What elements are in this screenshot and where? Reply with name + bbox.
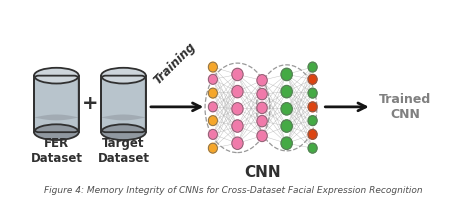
Circle shape: [308, 88, 317, 98]
Circle shape: [308, 74, 317, 84]
Ellipse shape: [101, 124, 146, 140]
Circle shape: [281, 120, 292, 132]
Circle shape: [281, 86, 292, 98]
Text: Training: Training: [151, 40, 199, 87]
Text: Trained
CNN: Trained CNN: [379, 93, 431, 121]
Circle shape: [208, 88, 217, 98]
Text: CNN: CNN: [244, 165, 281, 180]
Circle shape: [208, 143, 217, 153]
Ellipse shape: [34, 68, 79, 84]
Ellipse shape: [101, 68, 146, 84]
Circle shape: [208, 116, 217, 126]
Circle shape: [232, 137, 243, 149]
Circle shape: [208, 74, 217, 84]
Circle shape: [257, 75, 267, 86]
Polygon shape: [34, 114, 79, 120]
Ellipse shape: [34, 124, 79, 140]
Circle shape: [308, 143, 317, 153]
Circle shape: [281, 137, 292, 149]
Circle shape: [257, 130, 267, 142]
Circle shape: [232, 103, 243, 115]
Circle shape: [308, 102, 317, 112]
Polygon shape: [34, 76, 79, 132]
Text: FER
Dataset: FER Dataset: [30, 137, 82, 165]
Circle shape: [232, 68, 243, 81]
Text: +: +: [82, 94, 98, 113]
Circle shape: [232, 86, 243, 98]
Circle shape: [208, 102, 217, 112]
Polygon shape: [101, 76, 146, 132]
Circle shape: [281, 68, 292, 81]
Circle shape: [257, 89, 267, 100]
Circle shape: [208, 62, 217, 72]
Circle shape: [308, 116, 317, 126]
Circle shape: [308, 129, 317, 139]
Text: Target
Dataset: Target Dataset: [97, 137, 150, 165]
Circle shape: [208, 129, 217, 139]
Text: Figure 4: Memory Integrity of CNNs for Cross-Dataset Facial Expression Recogniti: Figure 4: Memory Integrity of CNNs for C…: [44, 186, 422, 195]
Circle shape: [257, 115, 267, 127]
Circle shape: [257, 102, 267, 113]
Polygon shape: [101, 114, 146, 120]
Circle shape: [308, 62, 317, 72]
Circle shape: [232, 120, 243, 132]
Circle shape: [281, 103, 292, 115]
